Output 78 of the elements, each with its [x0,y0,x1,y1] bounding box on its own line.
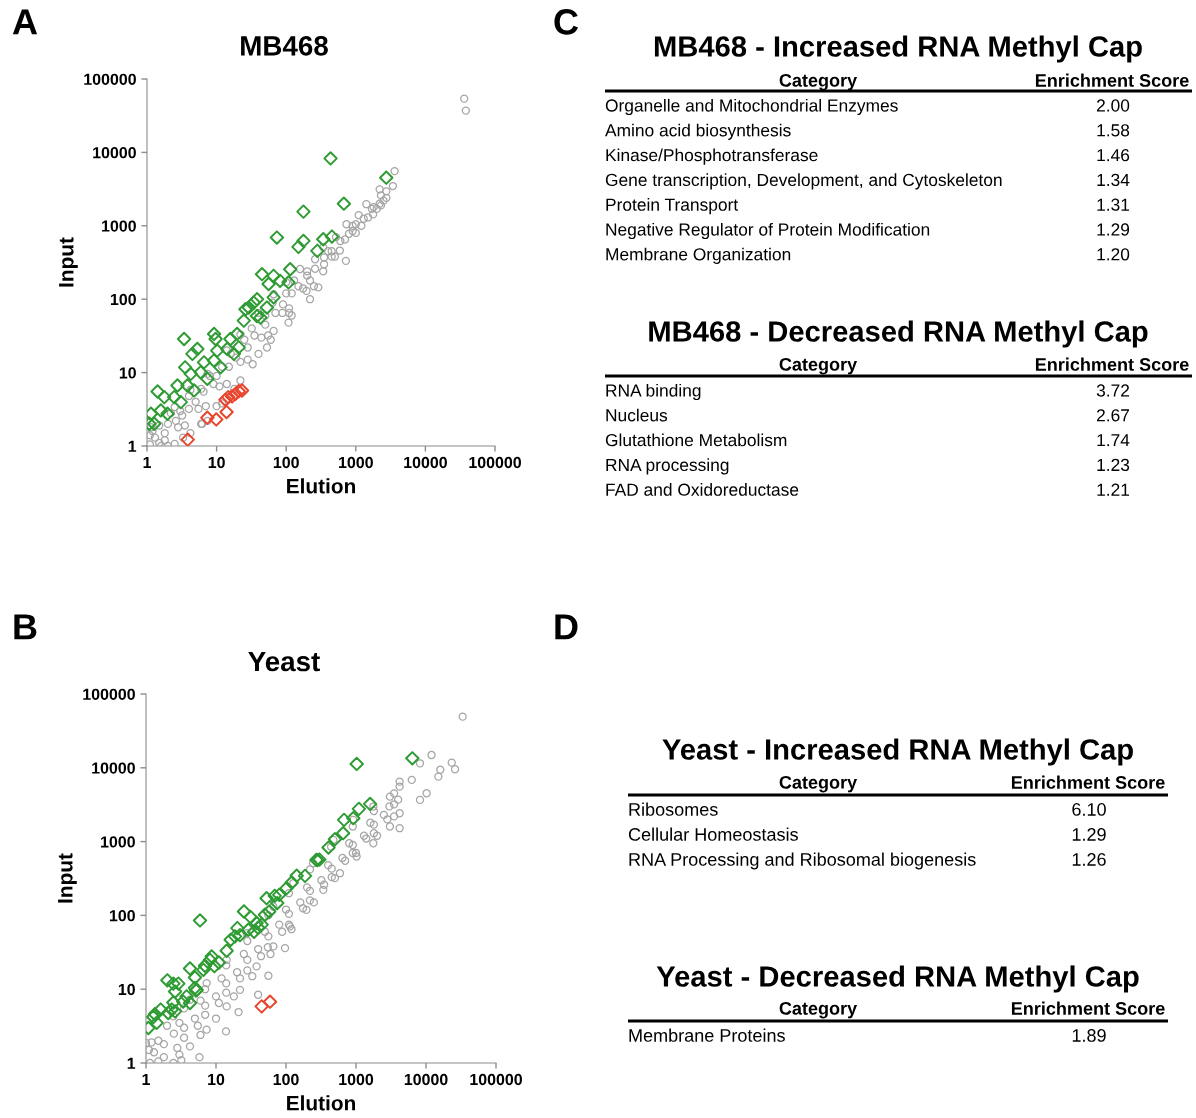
data-label: 2.00 [1096,99,1130,112]
text: Category [779,73,858,91]
data-label: 2.67 [1096,409,1130,422]
category-label: Membrane Organization [606,247,791,264]
text: Enrichment Score [1011,1001,1165,1015]
x-axis-title: Elution [287,478,356,494]
text: MB468 - Decreased RNA Methyl Cap [649,320,1148,348]
y-tick-label: 100 [109,910,135,922]
text: Enrichment Score [1035,73,1189,87]
text: A [12,9,38,35]
chart-title: Yeast [248,651,320,672]
x-axis-title: Elution [287,1095,356,1111]
y-tick-label: 100000 [83,688,135,700]
data-label: 1.20 [1097,248,1130,261]
chart-title: MB468 [241,35,328,56]
text: Enrichment Score [1011,775,1165,789]
category-label: Organelle and Mitochondrial Enzymes [605,98,898,116]
data-label: 3.72 [1096,384,1130,397]
x-tick-label: 100000 [470,1073,522,1086]
category-label: Kinase/Phosphotransferase [606,148,818,165]
x-tick-label: 100 [273,456,299,469]
category-label: Glutathione Metabolism [605,433,787,447]
x-tick-label: 1000 [339,1073,374,1086]
x-tick-label: 10 [208,1073,225,1086]
text: Category [779,1001,858,1019]
data-label: 1.23 [1097,458,1130,472]
category-label: RNA binding [606,383,701,401]
text: Yeast - Increased RNA Methyl Cap [662,738,1133,766]
y-tick-label: 1000 [101,836,135,848]
y-tick-label: 1 [127,1057,136,1069]
category-label: Cellular Homeostasis [628,827,798,841]
y-tick-label: 10000 [92,762,135,774]
text: Yeast - Decreased RNA Methyl Cap [656,965,1139,993]
y-tick-label: 10 [119,367,136,379]
x-tick-label: 100000 [469,456,521,469]
category-label: FAD and Oxidoreductase [606,483,799,496]
y-axis-title: Input [59,237,78,287]
y-tick-label: 10 [118,983,135,996]
text: B [14,614,37,640]
y-axis-title: Input [58,853,77,903]
text: D [555,614,578,640]
text: Enrichment Score [1035,357,1189,371]
x-tick-label: 1000 [339,456,373,469]
category-label: Nucleus [606,408,668,422]
y-tick-label: 1000 [102,220,136,232]
category-label: Protein Transport [606,198,739,215]
text: C [554,9,579,35]
x-tick-label: 1 [143,457,151,468]
data-label: 1.29 [1097,223,1130,236]
y-tick-label: 100000 [84,73,136,85]
data-label: 1.21 [1097,483,1130,496]
data-label: 1.26 [1072,853,1106,866]
category-label: Negative Regulator of Protein Modification [606,222,930,240]
data-label: 6.10 [1072,803,1106,816]
data-label: 1.89 [1072,1029,1106,1042]
category-label: Membrane Proteins [629,1028,785,1042]
data-label: 1.31 [1097,198,1130,211]
category-label: RNA Processing and Ribosomal biogenesis [629,852,976,870]
category-label: RNA processing [606,458,729,475]
data-label: 1.29 [1072,828,1106,841]
y-tick-label: 10000 [93,147,136,159]
data-label: 1.74 [1097,434,1130,447]
x-tick-label: 10 [208,456,225,469]
x-tick-label: 10000 [404,1073,448,1086]
data-label: 1.58 [1097,124,1130,137]
x-tick-label: 100 [273,1073,299,1086]
text: Category [779,775,858,793]
category-label: Gene transcription, Development, and Cytoskeleton [605,173,1002,190]
data-label: 1.46 [1097,148,1130,162]
y-tick-label: 100 [110,293,136,306]
text: Category [779,357,858,375]
category-label: Amino acid biosynthesis [605,123,791,140]
category-label: Ribosomes [629,802,718,816]
text: MB468 - Increased RNA Methyl Cap [654,35,1142,63]
x-tick-label: 10000 [404,456,447,469]
data-label: 1.34 [1097,173,1130,187]
y-tick-label: 1 [128,440,137,452]
x-tick-label: 1 [142,1074,150,1085]
